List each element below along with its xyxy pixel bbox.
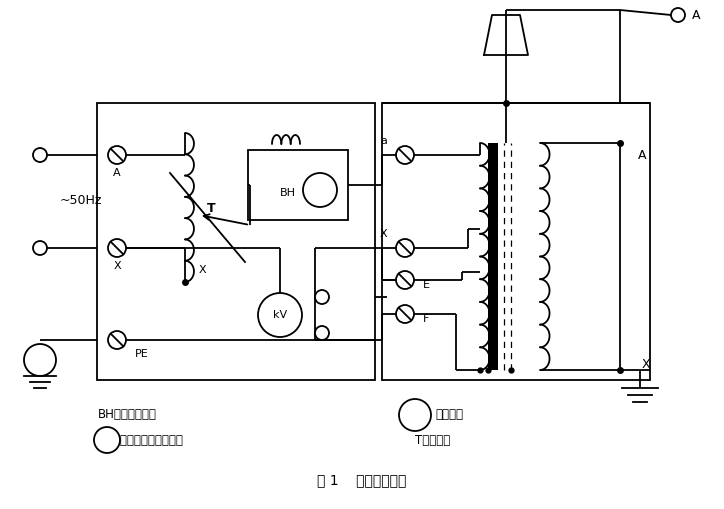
Text: X: X (199, 265, 206, 275)
Text: E: E (423, 280, 430, 290)
Bar (97, 103, 375, 380)
Circle shape (396, 271, 414, 289)
Text: kV: kV (101, 435, 113, 445)
Circle shape (315, 326, 329, 340)
Text: A: A (638, 149, 647, 161)
Text: A: A (316, 185, 324, 195)
Text: ~50Hz: ~50Hz (60, 193, 102, 207)
Circle shape (396, 239, 414, 257)
Bar (382, 103, 650, 380)
Circle shape (396, 305, 414, 323)
Text: （kV）－高压电压显示表: （kV）－高压电压显示表 (98, 434, 183, 446)
Circle shape (258, 293, 302, 337)
Bar (248, 150, 348, 220)
Circle shape (33, 148, 47, 162)
Text: X: X (113, 261, 121, 271)
Circle shape (94, 427, 120, 453)
Text: A: A (692, 9, 701, 21)
Text: PE: PE (135, 349, 148, 359)
Text: a: a (380, 136, 387, 146)
Circle shape (33, 241, 47, 255)
Circle shape (303, 173, 337, 207)
Text: kV: kV (273, 310, 287, 320)
Circle shape (315, 290, 329, 304)
Circle shape (108, 331, 126, 349)
Text: T: T (207, 202, 216, 214)
Text: A: A (411, 410, 418, 420)
Circle shape (108, 146, 126, 164)
Text: 图 1    调压工作原理: 图 1 调压工作原理 (317, 473, 407, 487)
Text: X: X (642, 358, 651, 372)
Circle shape (399, 399, 431, 431)
Text: BH: BH (280, 188, 296, 198)
Text: －电流表: －电流表 (435, 409, 463, 421)
Bar (488, 143, 498, 370)
Text: F: F (423, 314, 429, 324)
Text: BH－电流互感器: BH－电流互感器 (98, 409, 157, 421)
Text: X: X (379, 229, 387, 239)
Circle shape (24, 344, 56, 376)
Circle shape (108, 239, 126, 257)
Text: A: A (113, 168, 121, 178)
Circle shape (396, 146, 414, 164)
Text: T－调压器: T－调压器 (415, 434, 450, 446)
Circle shape (671, 8, 685, 22)
